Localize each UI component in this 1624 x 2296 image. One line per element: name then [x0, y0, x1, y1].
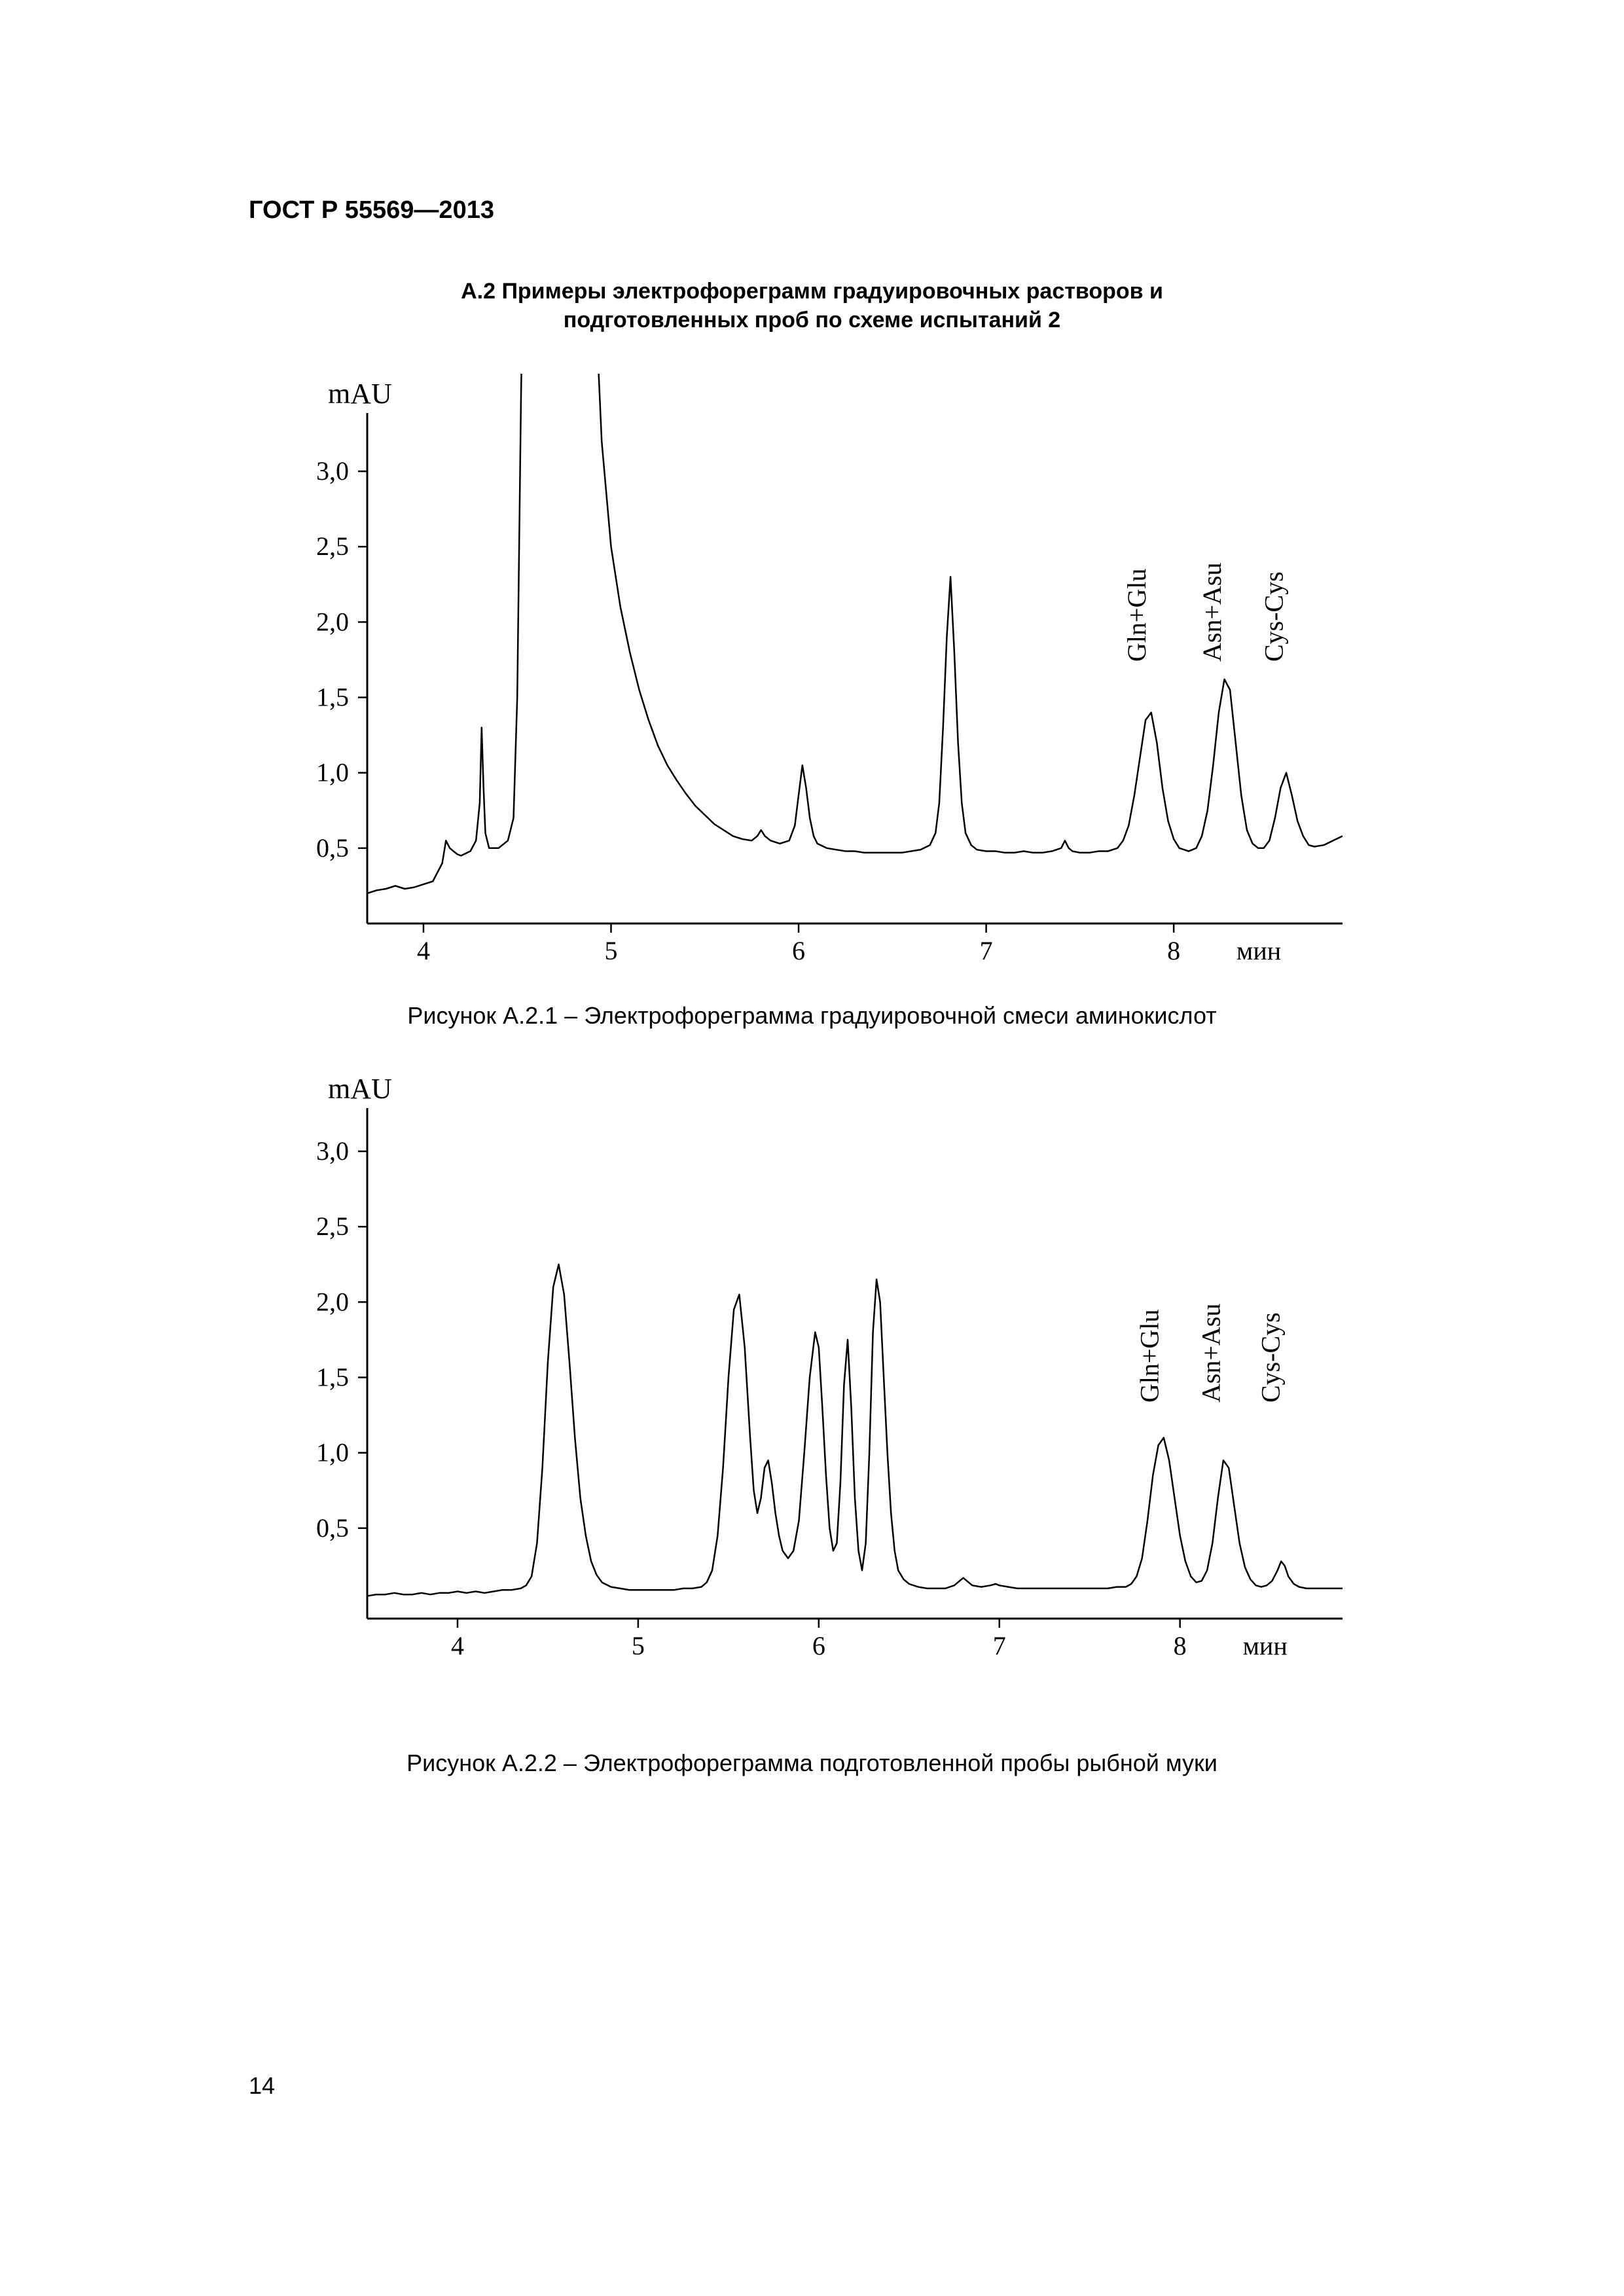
- svg-text:3,0: 3,0: [316, 1136, 349, 1166]
- chart-1-block: 0,5 1,0 1,5 2,0 2,5 3,0 4 5 6 7 8 mAU мин Gln+Glu Asn+…: [256, 374, 1369, 976]
- svg-text:8: 8: [1167, 936, 1180, 965]
- svg-text:4: 4: [416, 936, 429, 965]
- svg-text:1,5: 1,5: [316, 683, 349, 712]
- page: ГОСТ Р 55569—2013 А.2 Примеры электрофор…: [0, 0, 1624, 2296]
- svg-text:Gln+Glu: Gln+Glu: [1122, 569, 1151, 662]
- svg-text:5: 5: [631, 1631, 644, 1660]
- svg-text:7: 7: [979, 936, 992, 965]
- svg-text:Gln+Glu: Gln+Glu: [1134, 1310, 1164, 1403]
- svg-text:2,0: 2,0: [316, 1287, 349, 1317]
- svg-text:3,0: 3,0: [316, 456, 349, 486]
- svg-text:6: 6: [792, 936, 805, 965]
- chart-1-caption: Рисунок А.2.1 – Электрофореграмма градуи…: [249, 1002, 1375, 1030]
- svg-text:4: 4: [450, 1631, 463, 1660]
- section-title-line1: А.2 Примеры электрофореграмм градуировоч…: [461, 279, 1163, 304]
- svg-text:Asn+Asu: Asn+Asu: [1197, 563, 1226, 662]
- document-header: ГОСТ Р 55569—2013: [249, 196, 1375, 224]
- svg-text:1,0: 1,0: [316, 758, 349, 787]
- svg-text:1,5: 1,5: [316, 1363, 349, 1392]
- svg-text:6: 6: [812, 1631, 825, 1660]
- svg-text:mAU: mAU: [328, 378, 392, 410]
- svg-text:2,0: 2,0: [316, 607, 349, 637]
- chart-2-block: 0,5 1,0 1,5 2,0 2,5 3,0 4 5 6 7 8 mAU мин Gln+Glu Asn+…: [256, 1069, 1369, 1671]
- svg-text:7: 7: [992, 1631, 1005, 1660]
- svg-text:1,0: 1,0: [316, 1438, 349, 1467]
- svg-text:мин: мин: [1242, 1631, 1287, 1660]
- chart-2-caption: Рисунок А.2.2 – Электрофореграмма подгот…: [249, 1749, 1375, 1777]
- svg-text:8: 8: [1173, 1631, 1186, 1660]
- page-number: 14: [249, 2072, 275, 2100]
- svg-text:2,5: 2,5: [316, 532, 349, 562]
- chart-2: 0,5 1,0 1,5 2,0 2,5 3,0 4 5 6 7 8 mAU мин Gln+Glu Asn+…: [256, 1069, 1369, 1671]
- svg-text:0,5: 0,5: [316, 1513, 349, 1543]
- svg-text:мин: мин: [1236, 936, 1281, 965]
- svg-text:Cys-Cys: Cys-Cys: [1259, 572, 1288, 662]
- svg-text:mAU: mAU: [328, 1073, 392, 1105]
- svg-text:Asn+Asu: Asn+Asu: [1196, 1304, 1225, 1403]
- svg-text:5: 5: [604, 936, 617, 965]
- svg-text:2,5: 2,5: [316, 1212, 349, 1242]
- svg-text:0,5: 0,5: [316, 833, 349, 863]
- section-title-line2: подготовленных проб по схеме испытаний 2: [564, 308, 1060, 332]
- svg-text:Cys-Cys: Cys-Cys: [1255, 1313, 1285, 1403]
- section-title: А.2 Примеры электрофореграмм градуировоч…: [249, 277, 1375, 334]
- chart-1: 0,5 1,0 1,5 2,0 2,5 3,0 4 5 6 7 8 mAU мин Gln+Glu Asn+…: [256, 374, 1369, 976]
